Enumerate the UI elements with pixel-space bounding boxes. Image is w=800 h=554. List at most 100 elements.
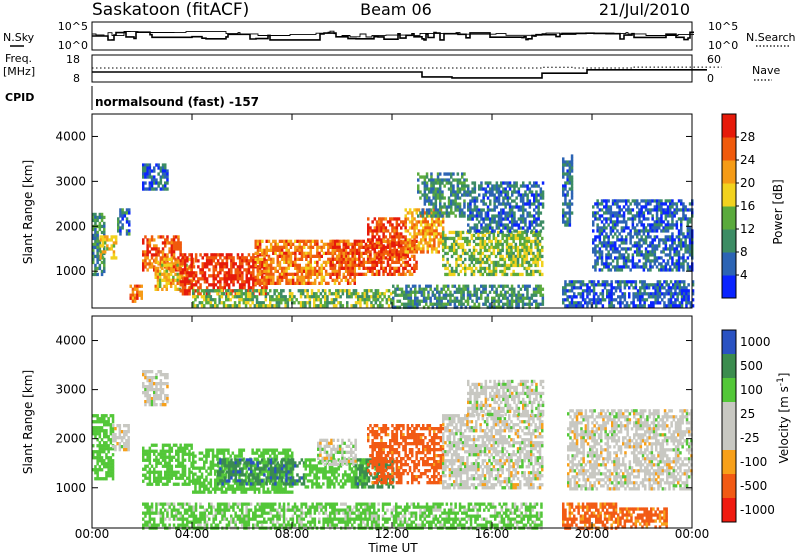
heatmap-cell [146, 169, 149, 173]
heatmap-cell [568, 160, 572, 164]
heatmap-cell [497, 263, 500, 268]
heatmap-cell [287, 272, 290, 276]
heatmap-cell [302, 292, 305, 296]
heatmap-cell [238, 274, 242, 278]
heatmap-cell [501, 242, 504, 247]
heatmap-cell [530, 269, 533, 274]
heatmap-cell [148, 265, 152, 269]
heatmap-cell [294, 248, 297, 252]
heatmap-cell [380, 217, 383, 221]
heatmap-cell [525, 254, 529, 259]
heatmap-cell [331, 263, 335, 267]
heatmap-cell [443, 202, 446, 206]
heatmap-cell [667, 304, 671, 308]
heatmap-cell [677, 262, 681, 266]
heatmap-cell [525, 242, 529, 247]
heatmap-cell [435, 226, 438, 230]
heatmap-cell [505, 251, 509, 256]
heatmap-cell [629, 235, 632, 239]
heatmap-cell [256, 281, 260, 285]
heatmap-cell [464, 272, 467, 277]
heatmap-cell [227, 283, 231, 287]
heatmap-cell [493, 187, 496, 191]
heatmap-cell [269, 275, 273, 279]
heatmap-cell [142, 241, 145, 245]
heatmap-cell [466, 266, 469, 271]
heatmap-cell [266, 304, 270, 308]
heatmap-cell [488, 272, 491, 277]
heatmap-cell [258, 263, 262, 267]
heatmap-cell [244, 298, 248, 302]
heatmap-cell [500, 184, 503, 188]
heatmap-cell [400, 235, 403, 239]
heatmap-cell [410, 266, 414, 270]
heatmap-cell [447, 181, 451, 185]
heatmap-cell [428, 238, 432, 242]
heatmap-cell [316, 242, 319, 246]
heatmap-cell [316, 245, 319, 249]
heatmap-cell [653, 259, 657, 263]
heatmap-cell [592, 220, 595, 224]
heatmap-cell [570, 196, 574, 200]
heatmap-cell [599, 298, 602, 302]
heatmap-cell [481, 257, 485, 262]
heatmap-cell [660, 217, 663, 221]
heatmap-cell [167, 272, 171, 276]
heatmap-cell [444, 272, 447, 277]
heatmap-cell [499, 239, 502, 244]
heatmap-cell [287, 242, 290, 246]
heatmap-cell [299, 304, 303, 308]
heatmap-cell [502, 302, 505, 306]
heatmap-cell [620, 238, 624, 242]
heatmap-cell [101, 244, 105, 248]
heatmap-cell [418, 299, 421, 303]
heatmap-cell [499, 284, 503, 288]
heatmap-cell [298, 275, 301, 279]
heatmap-cell [179, 247, 182, 251]
heatmap-cell [262, 292, 265, 296]
heatmap-cell [535, 193, 538, 197]
heatmap-cell [92, 456, 95, 460]
heatmap-cell [307, 260, 310, 264]
heatmap-cell [504, 226, 507, 230]
heatmap-cell [318, 245, 321, 249]
heatmap-cell [346, 257, 350, 261]
heatmap-cell [188, 289, 191, 293]
heatmap-cell [331, 251, 335, 255]
heatmap-cell [188, 274, 191, 278]
heatmap-cell [339, 289, 342, 293]
heatmap-cell [169, 281, 173, 285]
heatmap-cell [298, 263, 301, 267]
heatmap-cell [98, 432, 102, 436]
heatmap-cell [358, 263, 361, 267]
heatmap-cell [519, 184, 523, 188]
heatmap-cell [673, 223, 676, 227]
heatmap-cell [324, 260, 328, 264]
heatmap-cell [307, 251, 310, 255]
heatmap-cell [480, 187, 483, 191]
heatmap-cell [201, 256, 204, 260]
heatmap-cell [320, 272, 323, 276]
heatmap-cell [181, 280, 185, 284]
heatmap-cell [686, 268, 690, 272]
heatmap-cell [639, 289, 642, 293]
heatmap-cell [364, 245, 368, 249]
heatmap-cell [669, 211, 672, 215]
heatmap-cell [247, 298, 250, 302]
heatmap-cell [285, 266, 288, 270]
heatmap-cell [317, 298, 320, 302]
heatmap-cell [475, 260, 478, 265]
heatmap-cell [409, 287, 413, 291]
heatmap-cell [575, 295, 578, 299]
heatmap-cell [455, 299, 459, 303]
heatmap-cell [425, 181, 429, 185]
heatmap-cell [388, 266, 392, 270]
heatmap-cell [629, 208, 632, 212]
heatmap-cell [519, 242, 522, 247]
heatmap-cell [320, 275, 323, 279]
heatmap-cell [521, 299, 525, 303]
heatmap-cell [502, 287, 505, 291]
heatmap-cell [664, 211, 668, 215]
heatmap-cell [451, 284, 454, 288]
heatmap-cell [564, 193, 567, 197]
